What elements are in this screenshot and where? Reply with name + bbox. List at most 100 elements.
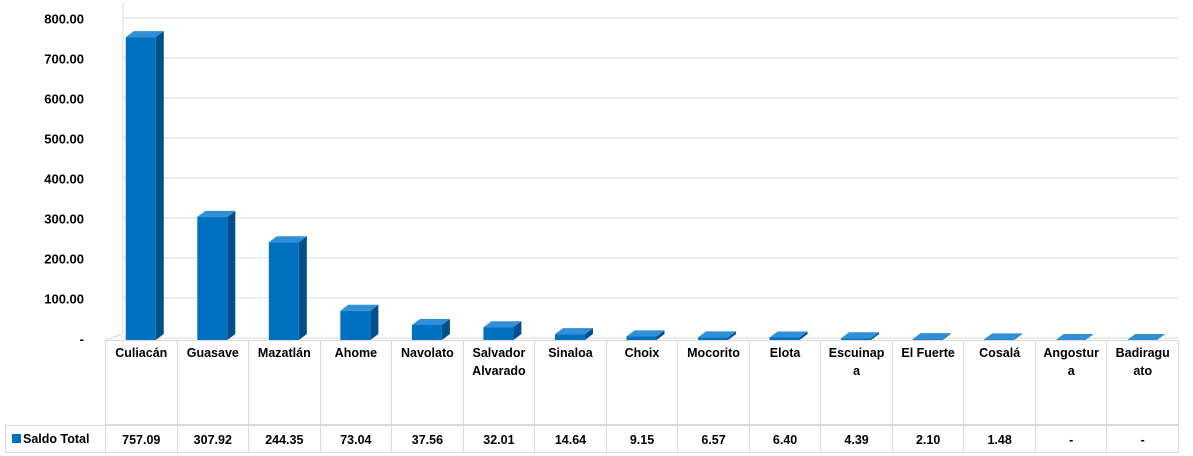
value-cell: 37.56 (391, 425, 464, 453)
legend-label: Saldo Total (23, 432, 90, 446)
cell-text: 32.01 (483, 433, 515, 447)
category-cell: El Fuerte (891, 340, 965, 425)
category-cell: Ahome (319, 340, 393, 425)
bar-side (871, 332, 880, 340)
bar-top (841, 332, 880, 339)
cell-text: 6.57 (701, 433, 726, 447)
category-cell: Mocorito (677, 340, 750, 425)
bar (411, 324, 442, 340)
cell-text: 37.56 (411, 433, 444, 447)
cell-text: 73.04 (340, 433, 372, 447)
cell-text: Salvador Alvarado (472, 346, 526, 378)
floor-line (104, 333, 124, 341)
cell-text: Mocorito (687, 346, 740, 360)
bar-side (513, 321, 522, 340)
cell-text: Guasave (186, 346, 239, 360)
value-cell: 4.39 (820, 425, 893, 453)
bar-side (656, 330, 665, 340)
cell-text: 2.10 (915, 433, 941, 447)
cell-text: 757.09 (122, 433, 161, 447)
bar-top (268, 236, 307, 243)
bar-top (340, 304, 379, 311)
y-tick-label: 600.00 (44, 91, 84, 106)
y-tick-label: 700.00 (44, 51, 84, 66)
bar (268, 242, 299, 340)
category-cell: Navolato (391, 340, 464, 425)
bar-side (441, 318, 450, 340)
cell-text: 307.92 (193, 433, 232, 447)
cell-text: Mazatlán (257, 346, 311, 360)
cell-text: - (1140, 433, 1145, 447)
bar-top (554, 328, 593, 335)
cell-text: - (1069, 433, 1074, 447)
category-cell: Badiraguato (1106, 340, 1179, 425)
value-cell: 1.48 (963, 425, 1036, 453)
bar (912, 339, 943, 340)
cell-text: Badiraguato (1115, 346, 1170, 378)
bar (841, 338, 872, 340)
cell-text: Navolato (400, 346, 454, 360)
bar (984, 339, 1015, 340)
category-cell: Guasave (176, 340, 250, 425)
cell-text: 1.48 (987, 433, 1012, 447)
bar (769, 337, 800, 340)
bar (340, 310, 371, 340)
category-cell: Culiacán (105, 340, 178, 425)
value-cell: - (1034, 425, 1108, 453)
bar (125, 37, 156, 340)
value-cell: 6.57 (677, 425, 750, 453)
cell-text: 14.64 (554, 433, 587, 447)
y-tick-label: 800.00 (44, 11, 84, 26)
bar (626, 336, 657, 340)
bar-top (626, 330, 665, 337)
y-tick-label: 400.00 (44, 171, 84, 186)
bar-top (1127, 334, 1166, 340)
category-cell: Escuinapa (820, 340, 893, 425)
y-tick-label: - (80, 331, 84, 346)
category-cell: Choix (605, 340, 679, 425)
value-cell: 244.35 (248, 425, 321, 453)
category-cell: Elota (748, 340, 822, 425)
cell-text: 4.39 (844, 433, 869, 447)
bar-top (197, 210, 236, 217)
category-cell: Mazatlán (248, 340, 321, 425)
bar-top (912, 333, 951, 340)
value-cell: 14.64 (534, 425, 607, 453)
bar-side (942, 333, 951, 340)
cell-text: Elota (769, 346, 801, 360)
bar (483, 327, 514, 340)
y-tick-label: 500.00 (44, 131, 84, 146)
value-cell: 73.04 (319, 425, 393, 453)
cell-text: 9.15 (629, 433, 655, 447)
cell-text: Angostura (1043, 346, 1099, 378)
cell-text: Cosalá (979, 346, 1021, 360)
legend-swatch (12, 434, 21, 443)
bar-top (984, 333, 1023, 340)
bar-side (728, 331, 737, 340)
cell-text: El Fuerte (901, 346, 955, 360)
bar-side (584, 328, 593, 340)
cell-text: Culiacán (115, 346, 168, 360)
value-cell: 307.92 (176, 425, 250, 453)
value-cell: 9.15 (605, 425, 679, 453)
bar-side (799, 331, 808, 340)
bar-top (125, 31, 164, 38)
category-cell: Cosalá (963, 340, 1036, 425)
bar-side (370, 304, 379, 340)
bar (554, 334, 585, 340)
category-cell: Sinaloa (534, 340, 607, 425)
bar (698, 337, 729, 340)
value-cell: 32.01 (462, 425, 536, 453)
bar-side (298, 236, 307, 340)
legend-cell: Saldo Total (5, 425, 106, 453)
bar-side (155, 31, 164, 340)
cell-text: Escuinapa (828, 346, 885, 378)
category-cell: Angostura (1034, 340, 1108, 425)
value-cell: 6.40 (748, 425, 822, 453)
y-tick-label: 100.00 (44, 291, 84, 306)
category-cell: Salvador Alvarado (462, 340, 536, 425)
bar-side (227, 210, 236, 340)
cell-text: Ahome (334, 346, 378, 360)
